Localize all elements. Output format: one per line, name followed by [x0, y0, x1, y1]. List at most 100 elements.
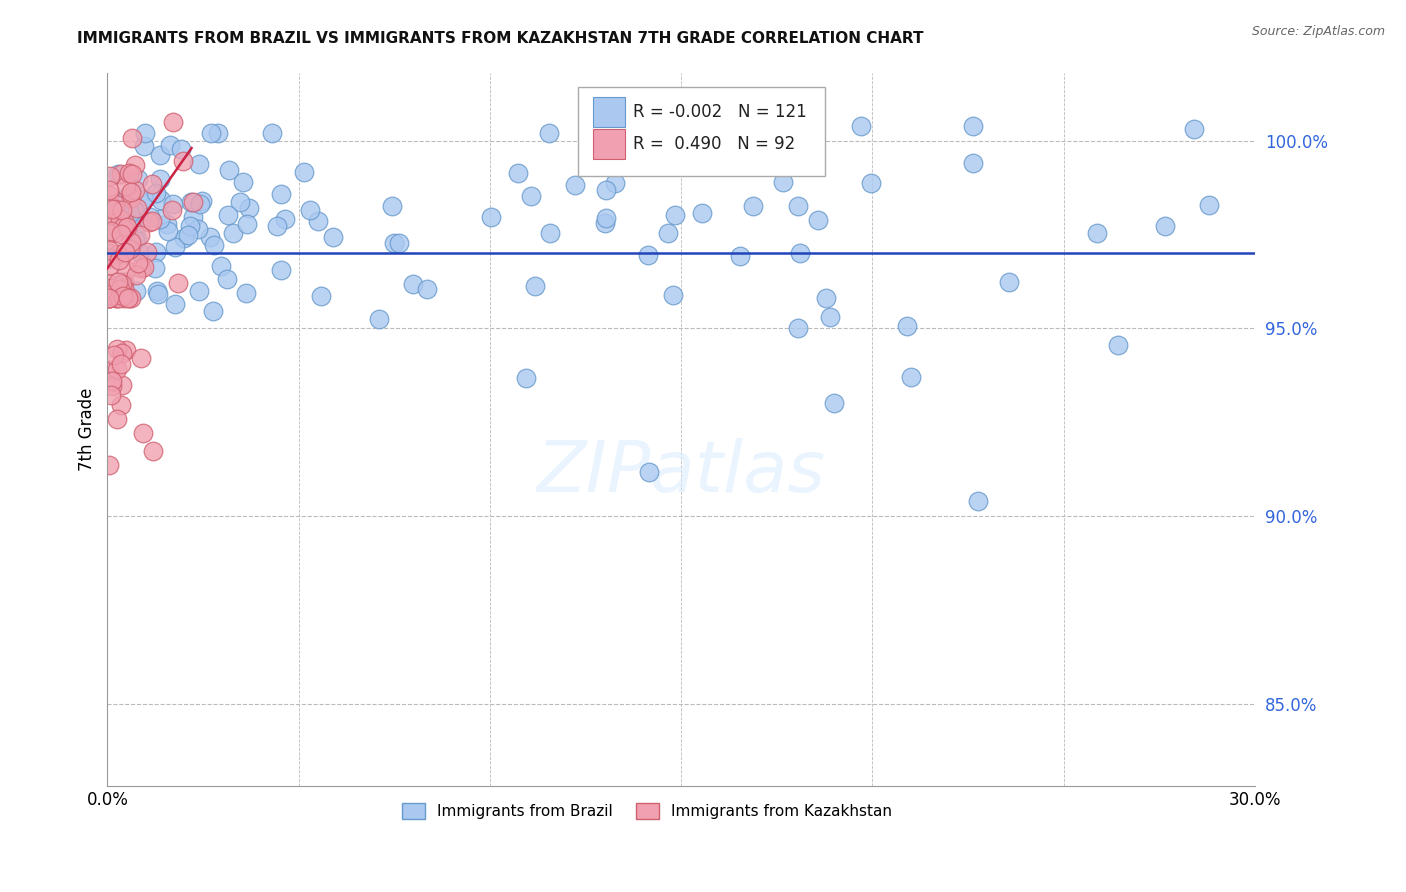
- Point: [156, 217, 179, 231]
- Point: [101, 285, 124, 299]
- Point: [97, 291, 120, 305]
- Point: [236, 218, 259, 232]
- Point: [382, 236, 405, 251]
- Point: [97, 251, 120, 265]
- Bar: [593, 97, 624, 128]
- Point: [524, 279, 547, 293]
- Point: [200, 230, 222, 244]
- Point: [141, 177, 163, 191]
- Point: [132, 260, 155, 275]
- Text: ZIPatlas: ZIPatlas: [537, 438, 825, 507]
- Text: R =  0.490   N = 92: R = 0.490 N = 92: [633, 136, 796, 153]
- Point: [107, 253, 129, 268]
- Point: [217, 208, 239, 222]
- Point: [103, 348, 125, 362]
- Point: [120, 185, 142, 199]
- Point: [997, 275, 1019, 289]
- Point: [538, 126, 561, 140]
- Point: [388, 236, 411, 251]
- Point: [177, 227, 200, 242]
- Point: [107, 247, 129, 261]
- Point: [101, 374, 124, 388]
- Point: [180, 195, 202, 210]
- Point: [1198, 198, 1220, 212]
- Point: [274, 211, 297, 226]
- FancyBboxPatch shape: [578, 87, 825, 177]
- Point: [538, 226, 561, 240]
- Point: [159, 138, 181, 153]
- Point: [104, 202, 127, 217]
- Point: [564, 178, 586, 192]
- Point: [107, 275, 129, 289]
- Point: [101, 379, 124, 393]
- Point: [222, 227, 245, 241]
- Point: [110, 398, 132, 412]
- Point: [187, 284, 209, 298]
- Point: [741, 199, 763, 213]
- Point: [132, 193, 155, 207]
- Point: [121, 167, 143, 181]
- Point: [188, 157, 211, 171]
- Point: [103, 215, 125, 229]
- Point: [1107, 338, 1129, 352]
- Point: [191, 194, 214, 208]
- Point: [307, 214, 329, 228]
- Point: [100, 223, 122, 237]
- Point: [515, 371, 537, 385]
- Point: [124, 233, 146, 247]
- Point: [117, 291, 139, 305]
- Point: [108, 285, 131, 300]
- Point: [149, 193, 172, 207]
- Point: [97, 291, 120, 305]
- Point: [97, 226, 120, 240]
- Point: [141, 214, 163, 228]
- Point: [111, 277, 134, 291]
- Point: [179, 219, 201, 234]
- Point: [112, 291, 135, 305]
- Point: [129, 216, 152, 230]
- Point: [98, 243, 121, 257]
- Point: [322, 230, 344, 244]
- Point: [299, 203, 322, 218]
- Point: [120, 291, 142, 305]
- Point: [115, 179, 138, 194]
- Point: [149, 212, 172, 227]
- Point: [146, 286, 169, 301]
- Point: [114, 284, 136, 298]
- Point: [100, 388, 122, 402]
- Point: [962, 156, 984, 170]
- Point: [900, 370, 922, 384]
- Point: [124, 183, 146, 197]
- Point: [103, 226, 125, 240]
- Point: [98, 258, 121, 272]
- Point: [896, 319, 918, 334]
- Point: [100, 213, 122, 227]
- Point: [103, 204, 125, 219]
- Point: [367, 311, 389, 326]
- Point: [772, 175, 794, 189]
- Point: [118, 166, 141, 180]
- Point: [125, 232, 148, 246]
- Point: [115, 190, 138, 204]
- Point: [111, 219, 134, 234]
- Point: [97, 246, 120, 260]
- Point: [595, 211, 617, 226]
- Point: [207, 126, 229, 140]
- Text: Source: ZipAtlas.com: Source: ZipAtlas.com: [1251, 25, 1385, 38]
- Point: [235, 286, 257, 301]
- Point: [118, 209, 141, 223]
- Point: [136, 245, 159, 260]
- Point: [118, 206, 141, 220]
- Text: R = -0.002   N = 121: R = -0.002 N = 121: [633, 103, 807, 121]
- Point: [187, 222, 209, 236]
- Point: [124, 204, 146, 219]
- Point: [162, 115, 184, 129]
- Point: [100, 223, 122, 237]
- Point: [104, 197, 127, 211]
- Point: [381, 199, 404, 213]
- Point: [98, 169, 121, 183]
- Point: [132, 425, 155, 440]
- Point: [125, 284, 148, 298]
- Point: [595, 183, 617, 197]
- Point: [849, 119, 872, 133]
